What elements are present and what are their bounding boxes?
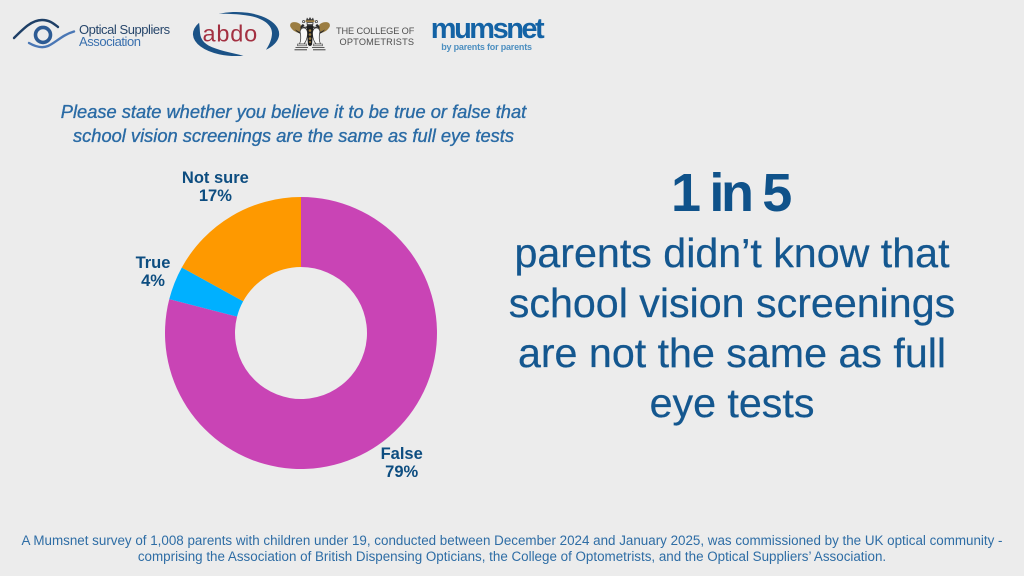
svg-text:abdo: abdo: [203, 20, 258, 46]
